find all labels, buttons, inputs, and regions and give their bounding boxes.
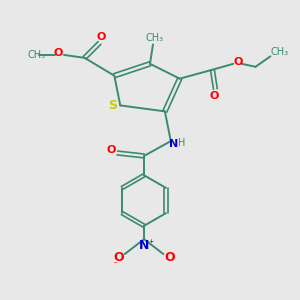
Text: O: O — [113, 251, 124, 264]
Text: CH₃: CH₃ — [270, 47, 288, 57]
Text: H: H — [178, 139, 186, 148]
Text: O: O — [96, 32, 106, 42]
Text: S: S — [108, 99, 117, 112]
Text: CH₃: CH₃ — [28, 50, 46, 60]
Text: O: O — [106, 145, 116, 155]
Text: ⁻: ⁻ — [113, 260, 118, 270]
Text: N: N — [139, 239, 149, 252]
Text: CH₃: CH₃ — [146, 33, 164, 43]
Text: ⁺: ⁺ — [148, 239, 153, 249]
Text: O: O — [164, 251, 175, 264]
Text: O: O — [209, 91, 219, 100]
Text: O: O — [54, 48, 63, 59]
Text: N: N — [169, 139, 178, 149]
Text: O: O — [234, 57, 243, 67]
